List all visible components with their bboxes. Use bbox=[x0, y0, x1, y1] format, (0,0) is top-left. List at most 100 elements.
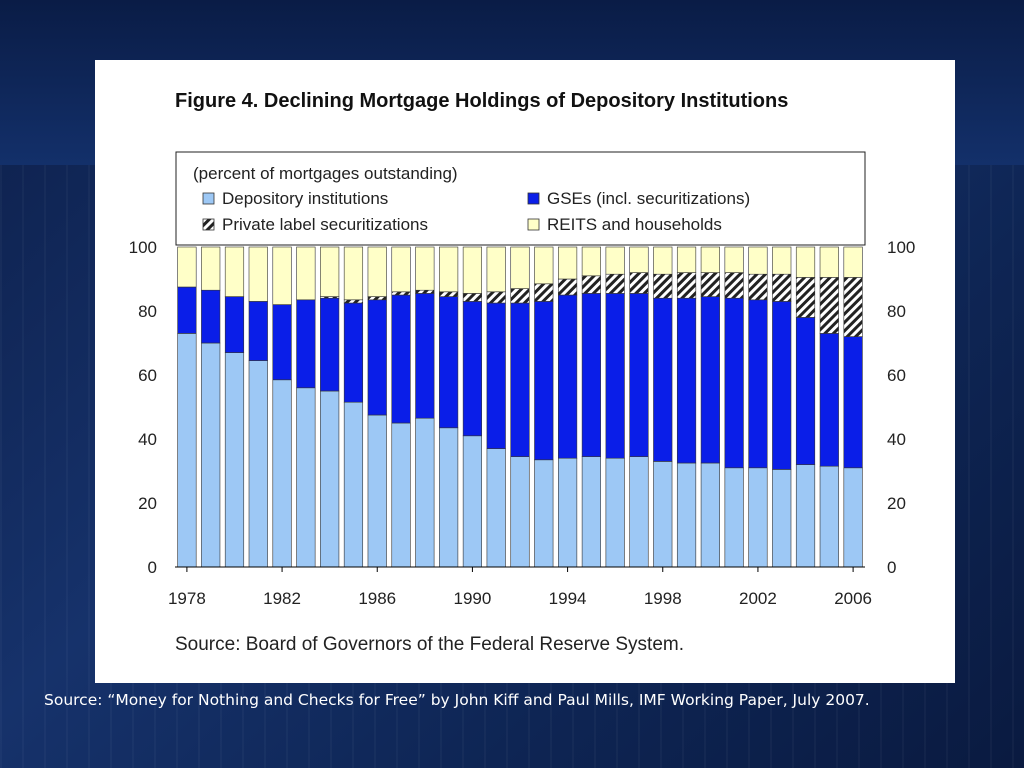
bar-depository-institutions-1979 bbox=[201, 342, 221, 568]
bar-gses-incl-securitizations-1986 bbox=[367, 299, 387, 416]
bar-depository-institutions-2004 bbox=[795, 464, 816, 568]
bar-depository-institutions-2003 bbox=[772, 469, 792, 568]
bar-gses-incl-securitizations-1980 bbox=[224, 296, 245, 353]
legend-swatch-private-label-securitizations bbox=[202, 218, 215, 231]
y-tick-label-left-0: 0 bbox=[148, 558, 157, 577]
bar-gses-incl-securitizations-2005 bbox=[819, 333, 839, 467]
bar-depository-institutions-2006 bbox=[843, 467, 863, 568]
legend-box bbox=[175, 151, 866, 246]
bar-depository-institutions-1987 bbox=[391, 422, 411, 568]
bar-gses-incl-securitizations-1989 bbox=[439, 296, 459, 429]
bar-private-label-securitizations-1990 bbox=[462, 293, 482, 302]
bar-depository-institutions-1988 bbox=[415, 417, 435, 568]
bar-reits-and-households-1995 bbox=[581, 246, 601, 277]
bar-private-label-securitizations-2004 bbox=[795, 277, 816, 318]
bar-depository-institutions-1994 bbox=[558, 457, 578, 568]
bar-depository-institutions-1995 bbox=[581, 456, 601, 568]
bar-reits-and-households-2002 bbox=[748, 246, 768, 275]
x-tick-label-2006: 2006 bbox=[834, 589, 872, 608]
legend-label-depository-institutions: Depository institutions bbox=[222, 189, 388, 208]
bar-reits-and-households-1982 bbox=[272, 246, 292, 305]
bar-gses-incl-securitizations-1995 bbox=[581, 293, 601, 457]
bar-depository-institutions-1993 bbox=[534, 459, 554, 568]
axes-layer: 0 0 20 20 40 40 60 60 80 80 100 100 1978 1982 1986 1990… bbox=[129, 238, 916, 608]
bar-depository-institutions-1992 bbox=[510, 456, 530, 568]
bar-private-label-securitizations-2005 bbox=[819, 277, 839, 334]
bar-depository-institutions-2000 bbox=[700, 462, 720, 568]
y-tick-label-right-100: 100 bbox=[887, 238, 915, 257]
y-tick-label-right-40: 40 bbox=[887, 430, 906, 449]
bar-gses-incl-securitizations-1990 bbox=[462, 301, 482, 437]
bar-gses-incl-securitizations-1987 bbox=[391, 294, 411, 424]
legend-swatch-reits-and-households bbox=[527, 218, 540, 231]
bar-gses-incl-securitizations-2003 bbox=[772, 301, 792, 470]
bar-gses-incl-securitizations-1997 bbox=[629, 293, 649, 457]
bar-private-label-securitizations-1989 bbox=[439, 291, 459, 297]
chart-subtitle: (percent of mortgages outstanding) bbox=[193, 164, 458, 183]
bar-depository-institutions-1999 bbox=[676, 462, 697, 568]
bar-gses-incl-securitizations-1999 bbox=[676, 297, 697, 464]
y-tick-label-right-0: 0 bbox=[887, 558, 896, 577]
bar-reits-and-households-1992 bbox=[510, 246, 530, 289]
bar-private-label-securitizations-1987 bbox=[391, 291, 411, 296]
bar-reits-and-households-1986 bbox=[367, 246, 387, 297]
legend-label-reits-and-households: REITS and households bbox=[547, 215, 722, 234]
bar-gses-incl-securitizations-1988 bbox=[415, 293, 435, 419]
bar-reits-and-households-2003 bbox=[772, 246, 792, 275]
x-tick-label-2002: 2002 bbox=[739, 589, 777, 608]
bar-gses-incl-securitizations-1998 bbox=[653, 297, 673, 462]
bar-gses-incl-securitizations-2000 bbox=[700, 296, 720, 464]
bar-gses-incl-securitizations-1984 bbox=[320, 297, 340, 392]
bar-reits-and-households-2001 bbox=[724, 246, 744, 273]
bar-gses-incl-securitizations-2004 bbox=[795, 317, 816, 465]
legend-label-gses-incl-securitizations: GSEs (incl. securitizations) bbox=[547, 189, 750, 208]
x-tick-label-1986: 1986 bbox=[358, 589, 396, 608]
bar-reits-and-households-1998 bbox=[653, 246, 673, 275]
legend-label-private-label-securitizations: Private label securitizations bbox=[222, 215, 428, 234]
bar-reits-and-households-1987 bbox=[391, 246, 411, 293]
bar-depository-institutions-1998 bbox=[653, 461, 673, 568]
bar-reits-and-households-1983 bbox=[296, 246, 316, 301]
bar-reits-and-households-1993 bbox=[534, 246, 554, 285]
bar-gses-incl-securitizations-2002 bbox=[748, 299, 768, 469]
bar-depository-institutions-2005 bbox=[819, 465, 839, 568]
bar-gses-incl-securitizations-2006 bbox=[843, 336, 863, 469]
bar-gses-incl-securitizations-1983 bbox=[296, 299, 316, 389]
bar-private-label-securitizations-1986 bbox=[367, 296, 387, 301]
bar-reits-and-households-1979 bbox=[201, 246, 221, 291]
bar-gses-incl-securitizations-1991 bbox=[486, 302, 506, 449]
bar-private-label-securitizations-1999 bbox=[676, 272, 697, 299]
bar-private-label-securitizations-1998 bbox=[653, 273, 673, 299]
bar-reits-and-households-1984 bbox=[320, 246, 340, 297]
y-tick-label-right-80: 80 bbox=[887, 302, 906, 321]
bar-gses-incl-securitizations-1981 bbox=[248, 301, 268, 361]
bar-reits-and-households-2000 bbox=[700, 246, 720, 273]
y-tick-label-left-40: 40 bbox=[138, 430, 157, 449]
figure-source: Source: Board of Governors of the Federa… bbox=[175, 634, 685, 655]
bar-reits-and-households-1985 bbox=[343, 246, 364, 301]
bar-reits-and-households-1999 bbox=[676, 246, 697, 273]
bar-depository-institutions-1989 bbox=[439, 427, 459, 568]
bar-depository-institutions-1996 bbox=[605, 457, 625, 568]
bar-gses-incl-securitizations-1985 bbox=[343, 302, 364, 403]
bar-reits-and-households-1996 bbox=[605, 246, 625, 275]
y-tick-label-left-20: 20 bbox=[138, 494, 157, 513]
bar-depository-institutions-1982 bbox=[272, 379, 292, 568]
legend-swatch-depository-institutions bbox=[202, 192, 215, 205]
bar-gses-incl-securitizations-1993 bbox=[534, 301, 554, 461]
bar-private-label-securitizations-1994 bbox=[558, 278, 578, 296]
bar-gses-incl-securitizations-1994 bbox=[558, 294, 578, 459]
bar-depository-institutions-1997 bbox=[629, 456, 649, 568]
x-tick-label-1994: 1994 bbox=[549, 589, 587, 608]
bar-gses-incl-securitizations-1982 bbox=[272, 304, 292, 381]
y-tick-label-left-60: 60 bbox=[138, 366, 157, 385]
bar-reits-and-households-1991 bbox=[486, 246, 506, 293]
figure-panel: 0 0 20 20 40 40 60 60 80 80 100 100 1978 1982 1986 1990… bbox=[95, 60, 955, 683]
bar-depository-institutions-1985 bbox=[343, 401, 364, 568]
x-tick-label-1978: 1978 bbox=[168, 589, 206, 608]
bar-private-label-securitizations-1992 bbox=[510, 288, 530, 304]
bar-reits-and-households-1994 bbox=[558, 246, 578, 280]
bars-layer bbox=[177, 246, 863, 568]
y-tick-label-right-20: 20 bbox=[887, 494, 906, 513]
x-tick-label-1990: 1990 bbox=[453, 589, 491, 608]
